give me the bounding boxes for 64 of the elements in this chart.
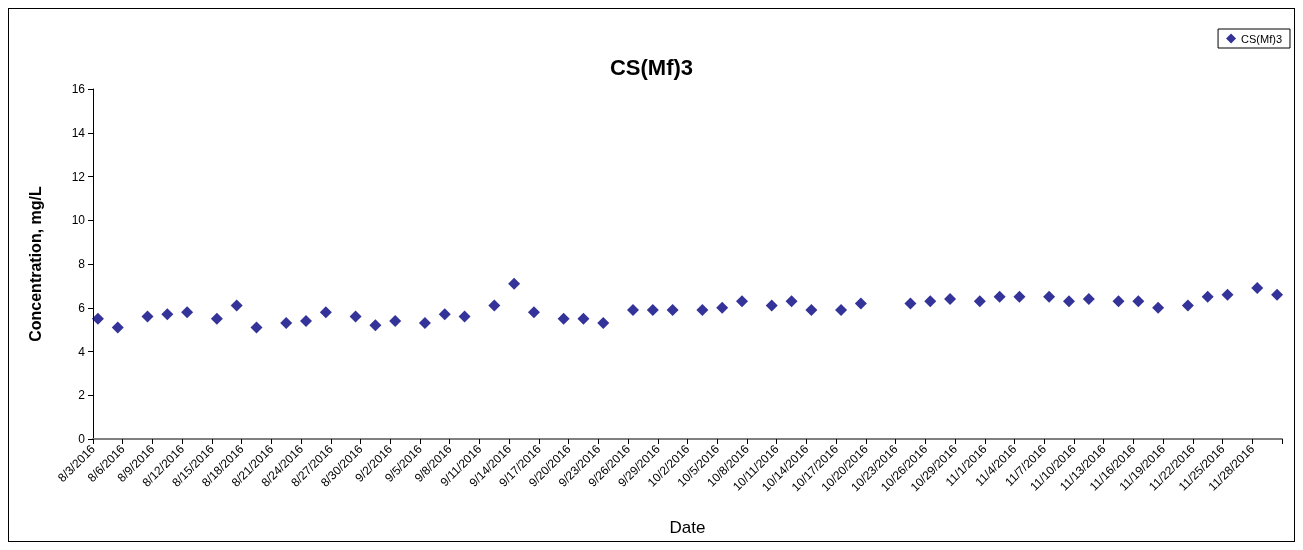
point bbox=[1112, 295, 1125, 308]
point bbox=[924, 295, 937, 308]
y-tick-label: 0 bbox=[78, 432, 86, 446]
point bbox=[349, 310, 362, 323]
point bbox=[1062, 295, 1075, 308]
point bbox=[181, 306, 194, 319]
point bbox=[161, 308, 174, 321]
point bbox=[765, 299, 778, 312]
point bbox=[527, 306, 540, 319]
point bbox=[1201, 290, 1214, 303]
point bbox=[389, 314, 402, 327]
y-tick-label: 8 bbox=[78, 257, 86, 271]
point bbox=[1043, 290, 1056, 303]
point bbox=[111, 321, 124, 334]
y-tick-label: 4 bbox=[78, 344, 86, 359]
point bbox=[210, 312, 223, 325]
x-axis-title: Date bbox=[669, 518, 706, 537]
point bbox=[736, 295, 748, 308]
point bbox=[141, 310, 154, 323]
point bbox=[993, 290, 1006, 303]
point bbox=[716, 301, 729, 314]
point bbox=[280, 317, 293, 330]
point bbox=[1221, 288, 1234, 301]
point bbox=[300, 314, 313, 327]
point bbox=[1181, 299, 1194, 312]
point bbox=[369, 319, 382, 332]
point bbox=[557, 312, 570, 325]
point bbox=[1152, 301, 1165, 314]
point bbox=[250, 321, 263, 334]
y-tick-label: 16 bbox=[71, 82, 86, 96]
point bbox=[1251, 282, 1264, 295]
point bbox=[230, 299, 243, 312]
point bbox=[1271, 288, 1284, 301]
point bbox=[458, 310, 471, 323]
y-tick-label: 12 bbox=[71, 169, 86, 184]
point bbox=[597, 317, 610, 330]
point bbox=[577, 312, 590, 325]
point bbox=[646, 303, 659, 316]
point bbox=[1013, 290, 1026, 303]
point bbox=[418, 317, 431, 330]
point bbox=[805, 303, 818, 316]
point bbox=[944, 293, 957, 305]
y-tick-label: 14 bbox=[71, 125, 86, 140]
y-axis-title: Concentration, mg/L bbox=[26, 186, 44, 342]
y-tick-label: 2 bbox=[78, 388, 86, 403]
y-tick-label: 10 bbox=[71, 213, 86, 228]
point bbox=[508, 277, 521, 290]
point bbox=[973, 295, 986, 308]
chart-title: CS(Mf)3 bbox=[609, 54, 694, 80]
point bbox=[1132, 295, 1145, 308]
point bbox=[666, 303, 679, 316]
point bbox=[696, 303, 709, 316]
point bbox=[904, 297, 917, 310]
point bbox=[627, 303, 639, 316]
y-tick-label: 6 bbox=[78, 300, 86, 315]
point bbox=[438, 308, 451, 321]
point bbox=[785, 295, 798, 308]
point bbox=[91, 312, 104, 325]
point bbox=[854, 297, 867, 310]
point bbox=[1082, 293, 1095, 305]
point bbox=[835, 303, 848, 316]
legend-label: CS(Mf)3 bbox=[1241, 32, 1283, 45]
point bbox=[319, 306, 332, 319]
point bbox=[488, 299, 501, 312]
